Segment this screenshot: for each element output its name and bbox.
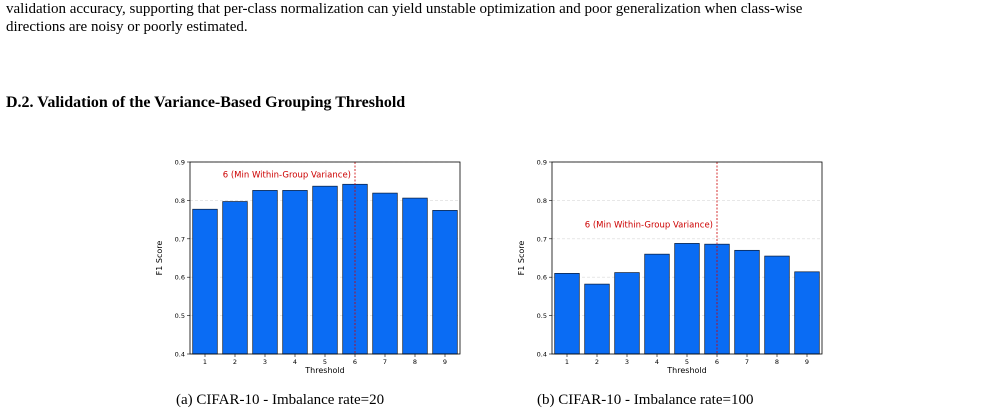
caption-b: (b) CIFAR-10 - Imbalance rate=100 xyxy=(537,392,754,408)
y-tick-label: 0.4 xyxy=(537,351,547,359)
bar-chart-b: 0.4 0.5 0.6 0.7 0.8 0.9 1 2 3 4 5 6 7 8 9 6 (Min Within… xyxy=(517,159,823,375)
x-axis-label: Threshold xyxy=(304,366,344,375)
bar xyxy=(554,273,580,355)
bar xyxy=(794,271,820,355)
x-tick-label: 2 xyxy=(233,358,237,366)
bar xyxy=(252,190,278,355)
y-tick-label: 0.5 xyxy=(537,312,547,320)
y-tick-label: 0.9 xyxy=(537,159,547,167)
x-tick-label: 4 xyxy=(655,358,659,366)
marker-label: 6 (Min Within-Group Variance) xyxy=(223,170,351,180)
y-axis-label: F1 Score xyxy=(517,241,526,276)
bar xyxy=(282,190,308,355)
bar xyxy=(674,243,700,355)
x-tick-label: 5 xyxy=(323,358,327,366)
x-tick-label: 8 xyxy=(775,358,779,366)
bar xyxy=(764,255,790,355)
x-tick-label: 7 xyxy=(745,358,749,366)
body-paragraph: validation accuracy, supporting that per… xyxy=(6,0,981,36)
y-axis-label: F1 Score xyxy=(155,241,164,276)
y-tick-label: 0.5 xyxy=(175,312,185,320)
bar xyxy=(584,283,610,355)
y-tick-label: 0.9 xyxy=(175,159,185,167)
x-tick-label: 3 xyxy=(263,358,267,366)
bar xyxy=(734,249,760,355)
x-tick-label: 4 xyxy=(293,358,297,366)
x-tick-label: 1 xyxy=(565,358,569,366)
x-tick-label: 5 xyxy=(685,358,689,366)
x-tick-label: 2 xyxy=(595,358,599,366)
x-tick-label: 6 xyxy=(353,358,357,366)
bar xyxy=(312,185,338,355)
x-tick-label: 9 xyxy=(443,358,447,366)
section-heading: D.2. Validation of the Variance-Based Gr… xyxy=(6,94,406,111)
bar xyxy=(614,272,640,355)
bar xyxy=(222,201,248,355)
bar-chart-a: 0.4 0.5 0.6 0.7 0.8 0.9 1 2 3 4 5 6 7 8 9 6 (Min Within… xyxy=(155,159,461,375)
y-tick-label: 0.4 xyxy=(175,351,185,359)
plot-frame xyxy=(551,161,823,355)
y-tick-label: 0.8 xyxy=(537,197,547,205)
bar xyxy=(432,210,458,355)
marker-label: 6 (Min Within-Group Variance) xyxy=(585,220,713,230)
bar xyxy=(644,253,670,355)
plot-frame xyxy=(189,161,461,355)
caption-a: (a) CIFAR-10 - Imbalance rate=20 xyxy=(176,392,385,408)
x-tick-label: 3 xyxy=(625,358,629,366)
x-tick-label: 7 xyxy=(383,358,387,366)
y-tick-label: 0.6 xyxy=(175,274,185,282)
y-tick-label: 0.6 xyxy=(537,274,547,282)
y-tick-label: 0.7 xyxy=(537,235,547,243)
figure-a: 0.4 0.5 0.6 0.7 0.8 0.9 1 2 3 4 5 6 7 8 9 6 (Min Within… xyxy=(150,150,470,385)
paragraph-line-2: directions are noisy or poorly estimated… xyxy=(6,19,248,35)
bar xyxy=(402,197,428,355)
y-tick-label: 0.7 xyxy=(175,235,185,243)
bar xyxy=(342,183,368,355)
paragraph-line-1: validation accuracy, supporting that per… xyxy=(6,1,803,17)
figure-b: 0.4 0.5 0.6 0.7 0.8 0.9 1 2 3 4 5 6 7 8 9 6 (Min Within… xyxy=(512,150,832,385)
bar xyxy=(192,208,218,355)
x-axis-label: Threshold xyxy=(666,366,706,375)
x-tick-label: 8 xyxy=(413,358,417,366)
x-tick-label: 9 xyxy=(805,358,809,366)
x-tick-label: 1 xyxy=(203,358,207,366)
y-tick-label: 0.8 xyxy=(175,197,185,205)
bar xyxy=(372,192,398,355)
x-tick-label: 6 xyxy=(715,358,719,366)
